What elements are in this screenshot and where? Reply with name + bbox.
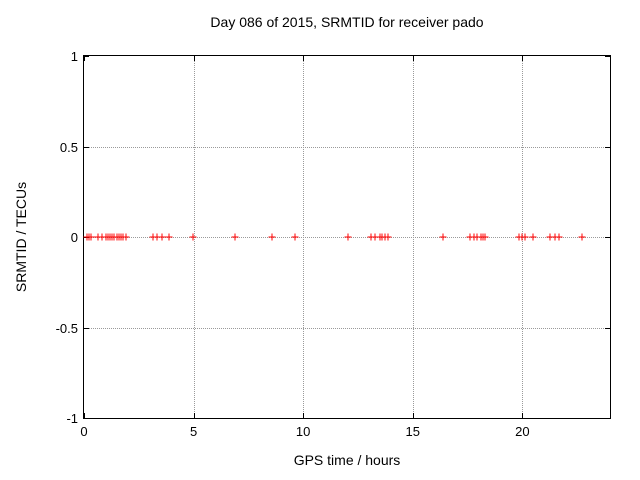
x-tick-mark bbox=[522, 56, 524, 61]
y-tick-mark bbox=[84, 146, 89, 148]
data-point-marker bbox=[521, 233, 529, 241]
y-gridline bbox=[84, 237, 610, 238]
x-tick-mark bbox=[522, 413, 524, 418]
data-point-marker bbox=[466, 233, 474, 241]
y-tick-label: 0 bbox=[70, 230, 78, 245]
data-point-marker bbox=[98, 233, 106, 241]
data-point-marker bbox=[291, 233, 299, 241]
data-point-marker bbox=[165, 233, 173, 241]
data-point-marker bbox=[481, 233, 489, 241]
y-tick-mark bbox=[605, 56, 610, 57]
y-tick-mark bbox=[84, 327, 89, 329]
y-tick-label: -1 bbox=[66, 411, 78, 426]
y-tick-mark bbox=[84, 418, 89, 419]
data-point-marker bbox=[149, 233, 157, 241]
data-point-marker bbox=[529, 233, 537, 241]
y-tick-label: 0.5 bbox=[59, 139, 78, 155]
data-point-marker bbox=[87, 233, 95, 241]
data-point-marker bbox=[384, 233, 392, 241]
x-tick-mark bbox=[84, 56, 85, 61]
x-tick-mark bbox=[412, 413, 414, 418]
y-tick-mark bbox=[605, 327, 610, 329]
x-tick-mark bbox=[193, 56, 195, 61]
y-tick-mark bbox=[605, 237, 610, 238]
x-tick-mark bbox=[193, 413, 195, 418]
data-point-marker bbox=[439, 233, 447, 241]
data-point-marker bbox=[158, 233, 166, 241]
y-tick-label: 1 bbox=[70, 49, 78, 64]
data-point-marker bbox=[473, 233, 481, 241]
x-tick-mark bbox=[303, 56, 305, 61]
x-tick-mark bbox=[412, 56, 414, 61]
data-point-marker bbox=[153, 233, 161, 241]
x-tick-mark bbox=[303, 413, 305, 418]
x-tick-label: 5 bbox=[189, 424, 198, 439]
data-point-marker bbox=[371, 233, 379, 241]
x-tick-label: 0 bbox=[80, 424, 88, 439]
y-tick-mark bbox=[84, 56, 89, 57]
y-gridline bbox=[84, 146, 610, 148]
data-point-marker bbox=[546, 233, 554, 241]
y-tick-label: -0.5 bbox=[55, 320, 78, 336]
x-axis-title: GPS time / hours bbox=[293, 452, 401, 468]
data-point-marker bbox=[189, 233, 197, 241]
x-tick-label: 15 bbox=[405, 424, 420, 439]
y-tick-mark bbox=[605, 418, 610, 419]
data-point-marker bbox=[555, 233, 563, 241]
y-tick-mark bbox=[605, 146, 610, 148]
data-point-marker bbox=[268, 233, 276, 241]
x-tick-label: 10 bbox=[295, 424, 311, 439]
data-point-marker bbox=[231, 233, 239, 241]
y-axis-title: SRMTID / TECUs bbox=[13, 181, 29, 293]
x-tick-label: 20 bbox=[515, 424, 530, 439]
x-tick-mark bbox=[84, 413, 85, 418]
chart-title: Day 086 of 2015, SRMTID for receiver pad… bbox=[210, 14, 484, 30]
y-gridline bbox=[84, 327, 610, 329]
data-point-marker bbox=[94, 233, 102, 241]
data-point-marker bbox=[367, 233, 375, 241]
data-point-marker bbox=[122, 233, 130, 241]
data-point-marker bbox=[344, 233, 352, 241]
data-point-marker bbox=[578, 233, 585, 241]
data-point-marker bbox=[551, 233, 559, 241]
